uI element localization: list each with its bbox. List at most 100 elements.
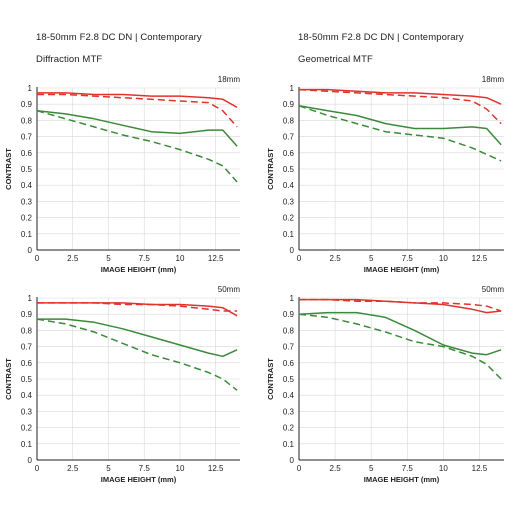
y-tick-label: 1 — [290, 294, 295, 303]
header-subtitle-left: Diffraction MTF — [36, 54, 103, 65]
y-axis-label: CONTRAST — [266, 148, 275, 190]
x-tick-label: 10 — [439, 254, 448, 263]
red-solid-mtf-line — [37, 92, 238, 109]
y-tick-label: 0.9 — [283, 310, 295, 319]
y-tick-label: 0.2 — [21, 214, 33, 223]
y-tick-label: 0.3 — [283, 197, 295, 206]
y-tick-label: 0.4 — [21, 181, 33, 190]
y-tick-label: 0.2 — [21, 424, 33, 433]
mtf-panel-2: 0 2.5 5 7.5 10 12.5 0 0.1 0.2 0.3 0.4 0.5 0.6 0.7 0.8 0… — [266, 75, 504, 274]
mtf-panel-1: 0 2.5 5 7.5 10 12.5 0 0.1 0.2 0.3 0.4 0.5 0.6 0.7 0.8 0… — [4, 75, 240, 274]
header-title-left: 18-50mm F2.8 DC DN | Contemporary — [36, 32, 202, 43]
x-tick-label: 5 — [369, 254, 374, 263]
green-solid-mtf-line — [37, 318, 238, 358]
green-dashed-mtf-line — [36, 109, 238, 183]
x-tick-label: 12.5 — [472, 464, 488, 473]
x-tick-label: 7.5 — [139, 464, 151, 473]
red-dashed-mtf-line — [298, 88, 502, 125]
y-tick-label: 0.5 — [283, 165, 295, 174]
focal-length-label: 18mm — [482, 75, 505, 84]
y-tick-label: 0.6 — [21, 149, 33, 158]
x-tick-label: 7.5 — [139, 254, 151, 263]
x-tick-label: 5 — [106, 254, 111, 263]
y-tick-label: 0.3 — [21, 407, 33, 416]
green-solid-mtf-line — [298, 105, 502, 146]
x-tick-label: 12.5 — [208, 254, 224, 263]
y-tick-label: 0.9 — [21, 310, 33, 319]
green-dashed-mtf-line — [298, 313, 502, 380]
red-dashed-mtf-line — [37, 93, 238, 128]
x-tick-label: 2.5 — [67, 254, 79, 263]
x-tick-label: 2.5 — [330, 254, 342, 263]
focal-length-label: 50mm — [482, 285, 505, 294]
x-tick-label: 12.5 — [472, 254, 488, 263]
x-axis-label: IMAGE HEIGHT (mm) — [364, 475, 440, 484]
x-tick-label: 10 — [176, 464, 185, 473]
focal-length-label: 18mm — [218, 75, 241, 84]
red-solid-mtf-line — [299, 88, 502, 105]
y-tick-label: 0.5 — [283, 375, 295, 384]
y-tick-label: 0.2 — [283, 214, 295, 223]
y-tick-label: 0 — [290, 456, 295, 465]
y-tick-label: 0 — [28, 246, 33, 255]
x-tick-label: 10 — [176, 254, 185, 263]
y-tick-label: 0 — [28, 456, 33, 465]
x-tick-label: 0 — [35, 464, 40, 473]
x-tick-label: 5 — [369, 464, 374, 473]
y-tick-label: 0.7 — [21, 343, 33, 352]
y-tick-label: 0.9 — [283, 100, 295, 109]
y-tick-label: 0.5 — [21, 165, 33, 174]
y-axis-label: CONTRAST — [266, 358, 275, 400]
x-tick-label: 7.5 — [402, 464, 414, 473]
green-solid-mtf-line — [36, 109, 238, 147]
header-title-right: 18-50mm F2.8 DC DN | Contemporary — [298, 32, 464, 43]
y-tick-label: 0.4 — [283, 391, 295, 400]
y-tick-label: 0.7 — [21, 133, 33, 142]
y-tick-label: 0.3 — [283, 407, 295, 416]
y-tick-label: 1 — [28, 84, 33, 93]
y-tick-label: 0.4 — [283, 181, 295, 190]
mtf-panel-4: 0 2.5 5 7.5 10 12.5 0 0.1 0.2 0.3 0.4 0.5 0.6 0.7 0.8 0… — [266, 285, 504, 484]
y-tick-label: 0.2 — [283, 424, 295, 433]
x-tick-label: 10 — [439, 464, 448, 473]
y-axis-label: CONTRAST — [4, 148, 13, 190]
green-dashed-mtf-line — [36, 318, 238, 391]
y-tick-label: 0.8 — [283, 326, 295, 335]
y-tick-label: 0.8 — [283, 116, 295, 125]
x-tick-label: 12.5 — [208, 464, 224, 473]
x-tick-label: 7.5 — [402, 254, 414, 263]
x-tick-label: 5 — [106, 464, 111, 473]
y-tick-label: 1 — [290, 84, 295, 93]
x-axis-label: IMAGE HEIGHT (mm) — [364, 265, 440, 274]
red-dashed-mtf-line — [299, 298, 502, 312]
y-tick-label: 0.1 — [21, 440, 33, 449]
y-tick-label: 0.3 — [21, 197, 33, 206]
red-dashed-mtf-line — [37, 302, 238, 312]
x-axis-label: IMAGE HEIGHT (mm) — [101, 475, 177, 484]
y-tick-label: 0.9 — [21, 100, 33, 109]
y-tick-label: 0 — [290, 246, 295, 255]
x-tick-label: 0 — [297, 464, 302, 473]
y-tick-label: 0.6 — [283, 359, 295, 368]
y-axis-label: CONTRAST — [4, 358, 13, 400]
x-tick-label: 2.5 — [67, 464, 79, 473]
focal-length-label: 50mm — [218, 285, 241, 294]
green-solid-mtf-line — [298, 311, 502, 356]
green-dashed-mtf-line — [298, 105, 502, 162]
y-tick-label: 0.1 — [283, 230, 295, 239]
y-tick-label: 0.1 — [21, 230, 33, 239]
y-tick-label: 0.1 — [283, 440, 295, 449]
x-tick-label: 0 — [297, 254, 302, 263]
y-tick-label: 0.6 — [21, 359, 33, 368]
y-tick-label: 0.8 — [21, 116, 33, 125]
y-tick-label: 1 — [28, 294, 33, 303]
header-subtitle-right: Geometrical MTF — [298, 54, 373, 65]
y-tick-label: 0.6 — [283, 149, 295, 158]
y-tick-label: 0.7 — [283, 133, 295, 142]
x-tick-label: 2.5 — [330, 464, 342, 473]
mtf-panel-3: 0 2.5 5 7.5 10 12.5 0 0.1 0.2 0.3 0.4 0.5 0.6 0.7 0.8 0… — [4, 285, 240, 484]
y-tick-label: 0.7 — [283, 343, 295, 352]
y-tick-label: 0.4 — [21, 391, 33, 400]
x-axis-label: IMAGE HEIGHT (mm) — [101, 265, 177, 274]
